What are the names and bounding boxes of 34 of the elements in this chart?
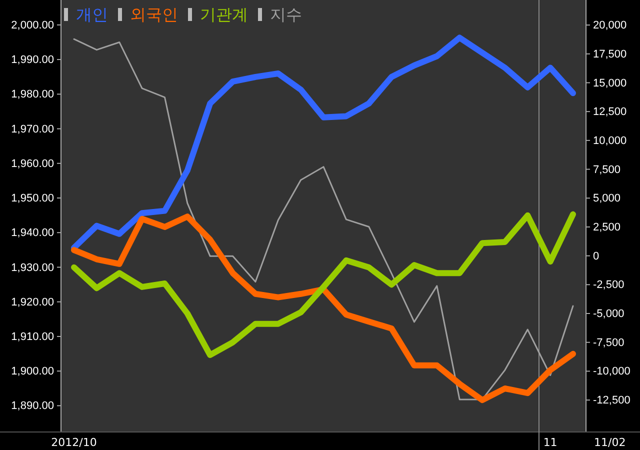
y-tick-label: 1,920.00: [11, 296, 54, 308]
y2-tick-label: 0: [593, 250, 600, 262]
y2-tick-label: -2,500: [593, 279, 624, 292]
y2-tick-label: -7,500: [593, 336, 624, 349]
y-tick-label: 2,000.00: [11, 19, 54, 32]
x-tick-label: 11: [543, 436, 558, 449]
y-tick-label: 1,890.00: [11, 400, 54, 412]
y-tick-label: 1,900.00: [11, 366, 54, 378]
y2-tick-label: 15,000: [593, 77, 627, 90]
y2-tick-label: 17,500: [593, 48, 627, 60]
text: 지수: [270, 5, 302, 24]
y2-tick-label: 20,000: [593, 20, 627, 32]
y2-tick-label: -10,000: [593, 366, 630, 378]
y2-tick-label: 12,500: [593, 106, 627, 118]
line-series: [73, 38, 574, 400]
y-tick-label: 1,960.00: [11, 158, 54, 170]
y2-tick-label: 5,000: [593, 192, 621, 205]
x-tick-label: 2012/10: [51, 436, 97, 449]
y2-tick-label: -5,000: [593, 308, 624, 320]
y-tick-label: 1,990.00: [11, 54, 54, 66]
y2-tick-label: 7,500: [593, 164, 621, 176]
y-tick-label: 1,950.00: [11, 192, 54, 205]
text: 기관계: [200, 5, 248, 24]
y-tick-label: 1,940.00: [11, 227, 54, 240]
text: 11/02: [594, 436, 626, 449]
text: 외국인: [130, 5, 178, 24]
y2-tick-label: 10,000: [593, 134, 627, 147]
y2-tick-label: -12,500: [593, 394, 630, 407]
y2-tick-label: 2,500: [593, 221, 621, 234]
y-tick-label: 1,910.00: [11, 330, 54, 343]
y-tick-label: 1,970.00: [11, 123, 54, 136]
text: 개인: [76, 5, 108, 24]
y-tick-label: 1,930.00: [11, 262, 54, 274]
y-tick-label: 1,980.00: [11, 88, 54, 101]
